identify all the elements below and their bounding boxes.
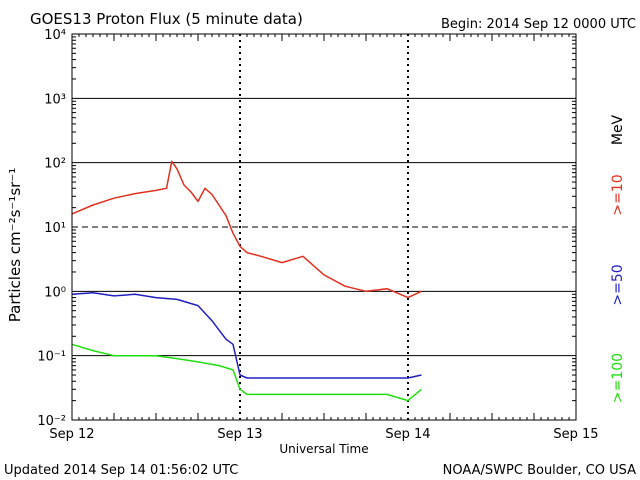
y-tick-label: 10⁻¹	[37, 350, 66, 365]
begin-label: Begin: 2014 Sep 12 0000 UTC	[441, 17, 636, 32]
series-ge10-line	[71, 160, 422, 299]
y-tick-label: 10⁰	[44, 285, 66, 300]
source-label: NOAA/SWPC Boulder, CO USA	[443, 463, 636, 478]
x-tick-label: Sep 15	[553, 427, 598, 442]
y-tick-label: 10⁴	[44, 28, 66, 43]
legend-ge50: >=50	[610, 264, 626, 305]
y-axis-label: Particles cm⁻²s⁻¹sr⁻¹	[6, 168, 24, 322]
x-tick-label: Sep 12	[49, 427, 94, 442]
chart-title: GOES13 Proton Flux (5 minute data)	[30, 10, 303, 28]
x-tick-labels: Sep 12 Sep 13 Sep 14 Sep 15	[49, 427, 598, 442]
x-tick-label: Sep 13	[217, 427, 262, 442]
series-layer	[71, 160, 422, 402]
updated-label: Updated 2014 Sep 14 01:56:02 UTC	[4, 463, 238, 478]
legend-ge100: >=100	[610, 353, 626, 403]
y-tick-label: 10⁻²	[37, 414, 66, 429]
plot-frame	[71, 33, 577, 421]
x-axis-label: Universal Time	[279, 442, 368, 456]
unit-label: MeV	[610, 114, 626, 145]
series-ge50-line	[71, 292, 422, 379]
x-tick-label: Sep 14	[385, 427, 430, 442]
y-tick-label: 10³	[44, 92, 66, 107]
y-tick-labels: 10⁻² 10⁻¹ 10⁰ 10¹ 10² 10³ 10⁴	[37, 28, 66, 429]
y-tick-label: 10¹	[44, 221, 66, 236]
series-ge100-line	[71, 343, 422, 402]
legend-ge10: >=10	[610, 174, 626, 215]
y-tick-label: 10²	[44, 157, 66, 172]
